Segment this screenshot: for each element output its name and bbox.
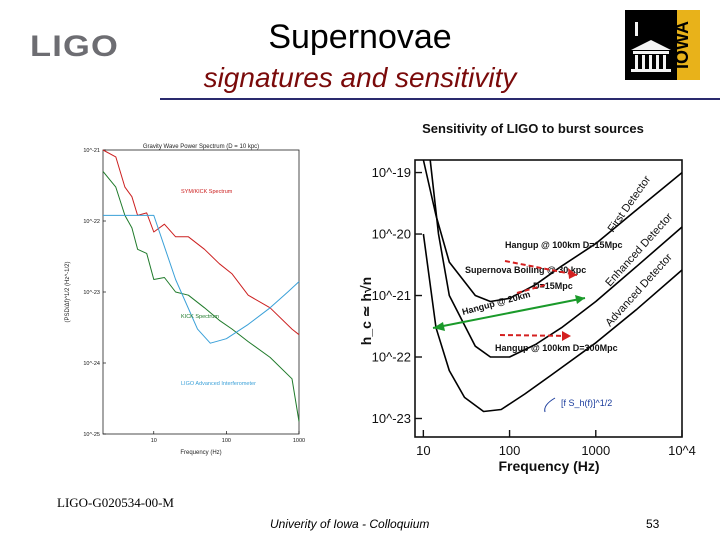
y-tick-label: 10^-23 (372, 411, 411, 426)
x-tick-label: 100 (222, 438, 231, 444)
page-number: 53 (646, 517, 660, 531)
chart1-ylabel: (PSD/Δf)^1/2 (Hz^-1/2) (65, 262, 71, 323)
series-line-sym-kick-spectrum (102, 149, 300, 336)
y-tick-label: 10^-19 (372, 165, 411, 180)
y-tick-label: 10^-20 (372, 227, 411, 242)
university-of-iowa-logo: IOWA (625, 10, 700, 80)
x-tick-label: 1000 (581, 443, 610, 458)
x-tick-label: 1000 (293, 438, 305, 444)
y-tick-label: 10^-24 (83, 361, 100, 367)
x-tick-label: 10 (151, 438, 157, 444)
y-tick-label: 10^-23 (83, 290, 100, 296)
x-tick-label: 100 (499, 443, 521, 458)
arrow-hangup-20km (516, 284, 546, 294)
series-line-advanced-detector (422, 233, 683, 413)
arrowhead (575, 295, 585, 304)
footer-venue: Univerity of Iowa - Colloquium (270, 517, 430, 531)
chart2-title: Sensitivity of LIGO to burst sources (422, 121, 644, 136)
arrow-hangup-300mpc (499, 334, 572, 337)
arrow-supernova-boiling (432, 297, 586, 329)
slide-subtitle: signatures and sensitivity (203, 62, 517, 93)
plot-frame (414, 159, 683, 438)
series-line-kick-spectrum (102, 171, 300, 422)
chart2-ylabel: h_c ≃ h√n (358, 277, 374, 345)
series-line-first-detector (422, 159, 683, 303)
y-tick-label: 10^-25 (83, 432, 100, 438)
x-tick-label: 10^4 (668, 443, 696, 458)
document-id: LIGO-G020534-00-M (57, 495, 174, 510)
arrowhead (562, 331, 571, 341)
chart1-xlabel: Frequency (Hz) (180, 450, 221, 456)
chart1-title: Gravity Wave Power Spectrum (D = 10 kpc) (143, 144, 259, 150)
annotation-hangup-100km-300mpc: Hangup @ 100km D=300Mpc (495, 343, 618, 353)
annotation-hangup-100km-15mpc: Hangup @ 100km D=15Mpc (505, 240, 623, 250)
annotation-supernova-boiling: Supernova Boiling @ 30 kpc (465, 265, 586, 275)
plot-frame (102, 149, 300, 435)
chart2-xlabel: Frequency (Hz) (498, 458, 599, 474)
header-rule (160, 98, 720, 100)
x-tick-label: 10 (416, 443, 430, 458)
annotation-fsh: [f S_h(f)]^1/2 (561, 398, 612, 408)
annotation-ligo-advanced: LIGO Advanced Interferometer (181, 381, 256, 387)
annotation-sym-kick: SYM/KICK Spectrum (181, 189, 233, 195)
y-tick-label: 10^-21 (372, 288, 411, 303)
annotation-kick: KICK Spectrum (181, 314, 219, 320)
arrowhead (433, 322, 445, 331)
y-tick-label: 10^-22 (83, 219, 100, 225)
series-line-ligo-advanced-interferometer (103, 214, 300, 344)
iowa-logo-text: IOWA (672, 21, 692, 69)
arrowhead (568, 268, 577, 279)
ligo-logo: LIGO (30, 30, 119, 63)
bracket-fsh (544, 397, 556, 413)
ligo-burst-sensitivity-chart: Sensitivity of LIGO to burst sources Fre… (355, 115, 700, 480)
slide-title: Supernovae (268, 18, 452, 56)
arrow-hangup-15mpc (504, 260, 578, 276)
y-tick-label: 10^-21 (83, 148, 100, 154)
series-line-enhanced-detector (429, 159, 683, 358)
gw-power-spectrum-chart: Gravity Wave Power Spectrum (D = 10 kpc)… (55, 138, 305, 460)
y-tick-label: 10^-22 (372, 350, 411, 365)
annotation-d-15mpc: D=15Mpc (533, 281, 573, 291)
